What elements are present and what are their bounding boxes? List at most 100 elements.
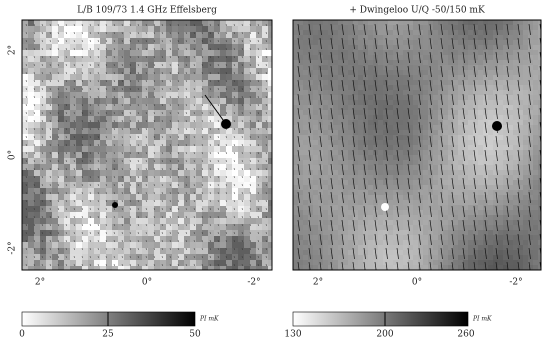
map-pixel xyxy=(323,190,328,195)
map-pixel xyxy=(453,235,458,240)
map-pixel xyxy=(413,70,418,75)
map-pixel xyxy=(166,56,172,62)
source xyxy=(112,202,118,208)
map-pixel xyxy=(88,140,94,146)
map-pixel xyxy=(148,266,154,272)
map-pixel xyxy=(468,225,473,230)
map-pixel xyxy=(523,230,528,235)
map-pixel xyxy=(513,80,518,85)
map-pixel xyxy=(403,30,408,35)
map-pixel xyxy=(124,104,130,110)
map-pixel xyxy=(433,50,438,55)
map-pixel xyxy=(166,212,172,218)
map-pixel xyxy=(313,175,318,180)
map-pixel xyxy=(154,212,160,218)
map-pixel xyxy=(378,175,383,180)
map-pixel xyxy=(142,20,148,26)
map-pixel xyxy=(196,146,202,152)
map-pixel xyxy=(40,26,46,32)
map-pixel xyxy=(523,140,528,145)
map-pixel xyxy=(323,105,328,110)
map-pixel xyxy=(388,105,393,110)
map-pixel xyxy=(262,146,268,152)
map-pixel xyxy=(40,188,46,194)
map-pixel xyxy=(518,120,523,125)
map-pixel xyxy=(438,150,443,155)
map-pixel xyxy=(172,56,178,62)
map-pixel xyxy=(368,90,373,95)
map-pixel xyxy=(353,75,358,80)
map-pixel xyxy=(488,165,493,170)
map-pixel xyxy=(94,254,100,260)
map-pixel xyxy=(333,210,338,215)
map-pixel xyxy=(64,248,70,254)
map-pixel xyxy=(34,254,40,260)
map-pixel xyxy=(124,140,130,146)
map-pixel xyxy=(52,260,58,266)
map-pixel xyxy=(533,235,538,240)
map-pixel xyxy=(308,55,313,60)
map-pixel xyxy=(214,152,220,158)
map-pixel xyxy=(293,50,298,55)
map-pixel xyxy=(378,145,383,150)
map-pixel xyxy=(403,20,408,25)
map-pixel xyxy=(94,266,100,272)
map-pixel xyxy=(478,210,483,215)
map-pixel xyxy=(82,104,88,110)
map-pixel xyxy=(136,116,142,122)
map-pixel xyxy=(458,140,463,145)
map-pixel xyxy=(202,152,208,158)
map-pixel xyxy=(184,242,190,248)
map-pixel xyxy=(100,200,106,206)
map-pixel xyxy=(533,65,538,70)
map-pixel xyxy=(94,128,100,134)
map-pixel xyxy=(94,116,100,122)
map-pixel xyxy=(453,115,458,120)
map-pixel xyxy=(338,100,343,105)
map-pixel xyxy=(100,176,106,182)
map-pixel xyxy=(226,248,232,254)
map-pixel xyxy=(468,145,473,150)
map-pixel xyxy=(70,128,76,134)
map-pixel xyxy=(28,110,34,116)
map-pixel xyxy=(478,220,483,225)
map-pixel xyxy=(478,145,483,150)
map-pixel xyxy=(398,40,403,45)
map-pixel xyxy=(383,135,388,140)
map-pixel xyxy=(533,120,538,125)
map-pixel xyxy=(40,254,46,260)
map-pixel xyxy=(493,35,498,40)
map-pixel xyxy=(124,134,130,140)
map-pixel xyxy=(458,105,463,110)
map-pixel xyxy=(333,235,338,240)
map-pixel xyxy=(190,128,196,134)
map-pixel xyxy=(368,75,373,80)
map-pixel xyxy=(46,140,52,146)
map-pixel xyxy=(443,200,448,205)
map-pixel xyxy=(262,236,268,242)
map-pixel xyxy=(178,80,184,86)
map-pixel xyxy=(262,68,268,74)
map-pixel xyxy=(160,224,166,230)
map-pixel xyxy=(438,165,443,170)
map-pixel xyxy=(184,170,190,176)
map-pixel xyxy=(76,236,82,242)
map-pixel xyxy=(388,150,393,155)
map-pixel xyxy=(353,215,358,220)
map-pixel xyxy=(202,182,208,188)
map-pixel xyxy=(142,50,148,56)
map-pixel xyxy=(398,135,403,140)
map-pixel xyxy=(368,200,373,205)
map-pixel xyxy=(498,100,503,105)
map-pixel xyxy=(523,95,528,100)
map-pixel xyxy=(256,56,262,62)
map-pixel xyxy=(378,40,383,45)
map-pixel xyxy=(160,80,166,86)
map-pixel xyxy=(202,146,208,152)
map-pixel xyxy=(82,188,88,194)
map-pixel xyxy=(142,104,148,110)
map-pixel xyxy=(208,134,214,140)
map-pixel xyxy=(428,115,433,120)
map-pixel xyxy=(184,152,190,158)
map-pixel xyxy=(130,260,136,266)
